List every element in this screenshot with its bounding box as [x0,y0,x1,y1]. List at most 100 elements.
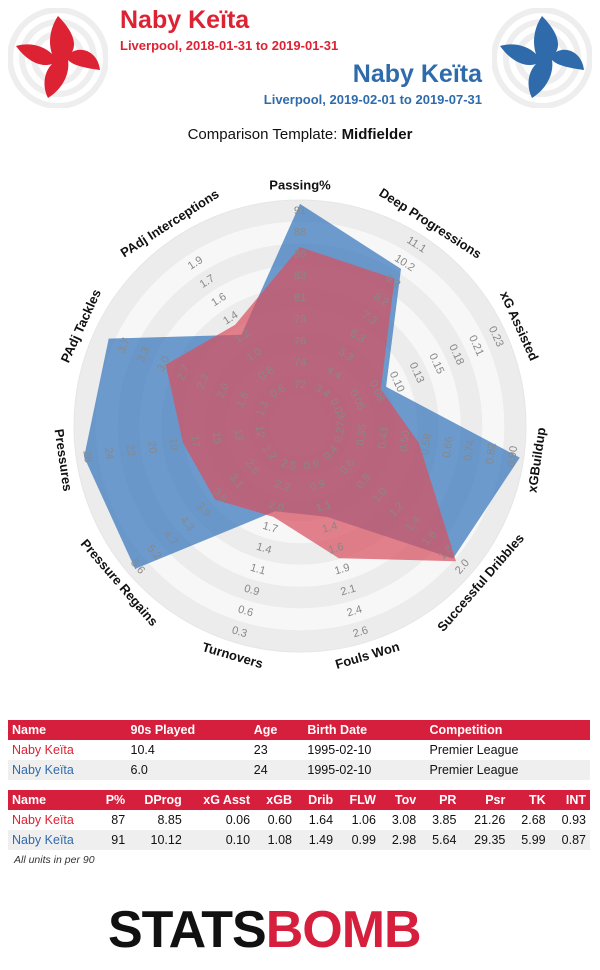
table-cell: Premier League [425,760,590,780]
tick-label: 83 [294,270,306,282]
tick-label: 76 [294,336,306,348]
tick-label: 2.1 [339,583,357,599]
tick-label: 0.66 [441,436,456,459]
column-header: xG Asst [185,790,255,810]
table-row: Naby Keïta 6.0 24 1995-02-10 Premier League [8,760,590,780]
tick-label: 13 [231,428,245,442]
table-cell: 0.87 [549,830,590,850]
tick-label: 2.0 [214,381,231,400]
player1-name: Naby Keïta [120,6,250,34]
radar-outer-ring [73,199,527,653]
logo-stats: STATS [108,901,267,959]
table-cell: 24 [249,760,304,780]
table-cell: 1995-02-10 [303,760,426,780]
template-prefix: Comparison Template: [187,126,342,143]
table-cell: 2.68 [509,810,550,830]
column-header: INT [549,790,590,810]
statsbomb-logo: STATSBOMB [108,900,422,960]
table-cell: 10.12 [129,830,186,850]
table-cell: 0.10 [185,830,255,850]
player1-logo [8,8,108,108]
tick-label: 0.9 [309,478,327,494]
tick-label: 72 [294,379,306,391]
column-header: Psr [460,790,510,810]
player2-name: Naby Keïta [352,60,482,88]
tick-label: 15 [210,431,224,445]
tick-label: 2.3 [195,372,212,391]
column-header: Competition [425,720,590,740]
tick-label: 1.6 [234,391,251,410]
table-cell: 2.98 [379,830,421,850]
column-header: PR [420,790,461,810]
tick-label: 1.1 [249,562,267,578]
column-header: Name [8,720,127,740]
tick-label: 86 [294,248,306,260]
table-cell: Naby Keïta [8,830,95,850]
tick-label: 0.74 [462,439,477,462]
table-cell: 5.64 [420,830,461,850]
tick-label: 1.1 [315,499,333,515]
radar-chart: 727476798183868891Passing%3.44.45.36.37.… [52,177,549,671]
table-cell: Naby Keïta [8,740,127,760]
table-row: Naby Keïta 10.4 23 1995-02-10 Premier League [8,740,590,760]
tick-label: 0.3 [230,624,248,640]
tick-label: 1.7 [261,520,279,536]
column-header: Tov [379,790,421,810]
column-header: Birth Date [303,720,426,740]
table-cell: 0.93 [549,810,590,830]
table-cell: 1995-02-10 [303,740,426,760]
tick-label: 22 [123,443,137,457]
table-cell: 1.08 [254,830,296,850]
table-cell: 87 [94,810,130,830]
table-cell: 0.06 [185,810,255,830]
column-header: DProg [129,790,186,810]
tick-label: 0.35 [354,423,369,446]
table-row: Naby Keïta 91 10.12 0.10 1.08 1.49 0.99 2.98 5.6… [8,830,590,850]
table-cell: 3.85 [420,810,461,830]
tick-label: 2.7 [175,363,192,382]
tick-label: 1.9 [333,562,351,578]
table-cell: Naby Keïta [8,810,95,830]
table2-header-row: Name P% DProg xG Asst xGB Drib FLW Tov PR Psr TK IN… [8,790,590,810]
logo-bomb: BOMB [265,901,422,959]
radar-series-1 [165,247,456,562]
axis-label: Passing% [269,177,331,192]
tick-label: 0.50 [398,430,413,453]
tick-label: 2.6 [352,624,370,640]
tick-label: 0.82 [484,442,499,465]
table-cell: 8.85 [129,810,186,830]
tick-label: 0.58 [419,433,434,456]
axis-label: Pressures [52,428,76,492]
tick-label: 12 [253,425,267,439]
tick-label: 3.0 [155,354,172,373]
table-cell: 10.4 [126,740,250,760]
column-header: TK [509,790,550,810]
tick-label: 1.6 [327,541,345,557]
table-cell: 5.99 [509,830,550,850]
table-cell: 29.35 [460,830,510,850]
tick-label: 81 [294,292,306,304]
tick-label: 1.3 [254,400,271,419]
tick-label: 0.43 [376,427,391,450]
table-cell: 3.08 [379,810,421,830]
tick-label: 0.9 [243,583,261,599]
table-cell: 1.06 [337,810,380,830]
column-header: xGB [254,790,296,810]
player-info-table: Name 90s Played Age Birth Date Competition N… [8,720,590,780]
comparison-template: Comparison Template: Midfielder [0,126,600,143]
tick-label: 2.2 [273,478,291,494]
table-cell: 91 [94,830,130,850]
column-header: Age [249,720,304,740]
tick-label: 79 [294,314,306,326]
tick-label: 26 [80,450,94,464]
tick-label: 2.0 [267,499,285,515]
table-cell: 1.64 [296,810,338,830]
table-cell: 1.49 [296,830,338,850]
units-footnote: All units in per 90 [14,854,95,866]
tick-label: 2.5 [279,457,297,473]
table-cell: 0.99 [337,830,380,850]
tick-label: 3.7 [115,336,132,355]
tick-label: 0.6 [302,457,320,473]
table-row: Naby Keïta 87 8.85 0.06 0.60 1.64 1.06 3.08 3.85… [8,810,590,830]
table-cell: 0.60 [254,810,296,830]
